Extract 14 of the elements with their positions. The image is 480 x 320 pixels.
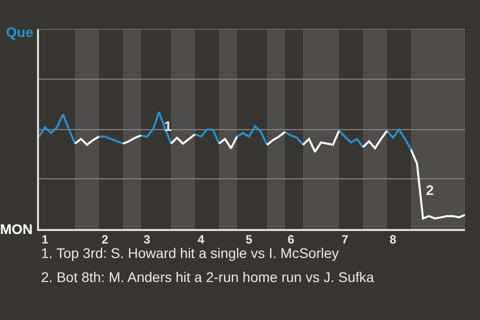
x-tick-label: 4 <box>198 232 205 246</box>
x-tick-label: 5 <box>246 232 253 246</box>
annotation: 1 <box>164 118 172 134</box>
x-tick-label: 1 <box>42 232 49 246</box>
x-tick-label: 3 <box>144 232 151 246</box>
x-tick-label: 6 <box>288 232 295 246</box>
x-tick-label: 7 <box>342 232 349 246</box>
annotation: 2 <box>426 182 434 198</box>
text: Que <box>6 24 34 40</box>
text: 1. Top 3rd: S. Howard hit a single vs I. McSorley <box>41 245 339 261</box>
text: 2. Bot 8th: M. Anders hit a 2-run home run vs J. Sufka <box>41 269 374 285</box>
x-tick-label: 8 <box>390 232 397 246</box>
text: MON <box>0 221 33 237</box>
x-tick-label: 2 <box>102 232 109 246</box>
